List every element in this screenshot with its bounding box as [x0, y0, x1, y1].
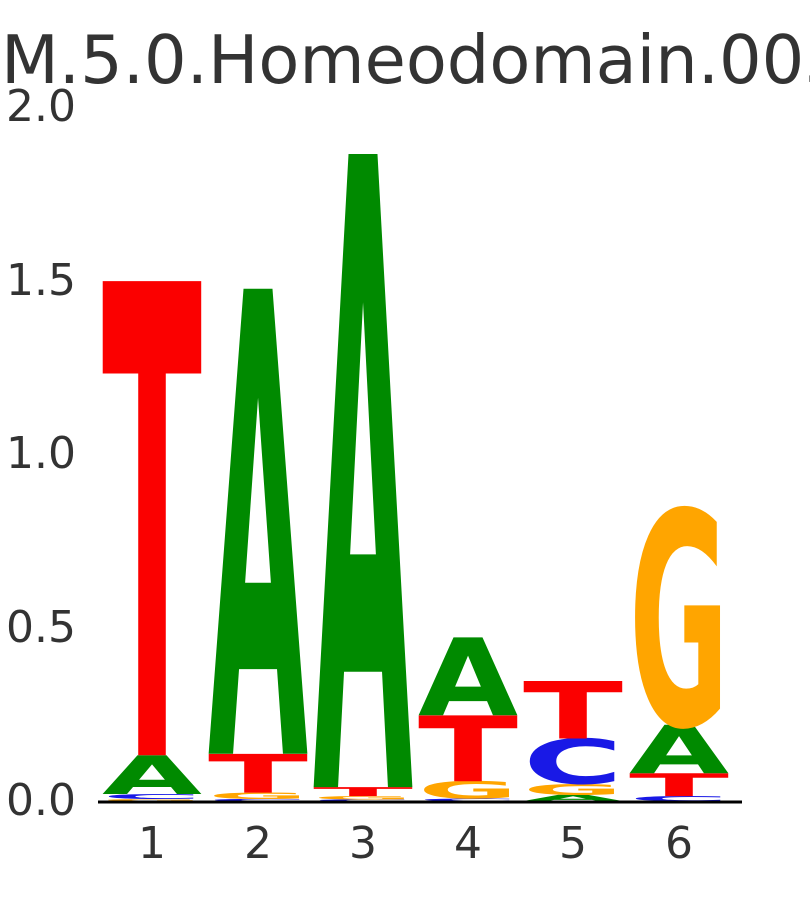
- logo-letter-A-pos2: A: [208, 161, 309, 810]
- x-tick-label-2: 2: [244, 818, 272, 869]
- logo-letter-A-pos3: A: [313, 106, 414, 810]
- y-tick-label-1.0: 1.0: [6, 428, 76, 479]
- logo-letter-C-pos1: C: [102, 793, 202, 801]
- y-tick-label-1.5: 1.5: [6, 254, 76, 306]
- x-axis-line: [98, 800, 742, 804]
- x-tick-label-4: 4: [454, 818, 482, 869]
- x-tick-label-3: 3: [349, 818, 377, 869]
- figure-title: M.5.0.Homeodomain.005: [1, 21, 810, 99]
- x-tick-label-6: 6: [665, 818, 693, 869]
- y-tick-label-0.0: 0.0: [6, 775, 76, 826]
- logo-letter-A-pos6: A: [629, 712, 729, 790]
- logo-letter-G-pos6: G: [629, 451, 729, 794]
- logo-letter-T-pos1: T: [102, 151, 203, 810]
- logo-letter-G-pos3: G: [313, 795, 413, 800]
- logo-letter-T-pos3: T: [313, 785, 414, 799]
- y-tick-label-0.5: 0.5: [6, 601, 76, 653]
- logo-letter-A-pos5: A: [523, 793, 623, 803]
- logo-letter-T-pos2: T: [208, 743, 309, 805]
- logo-letter-G-pos2: G: [208, 791, 308, 801]
- logo-letter-A-pos1: A: [102, 745, 202, 807]
- logo-letter-C-pos3: C: [313, 799, 413, 802]
- logo-letter-T-pos4: T: [418, 699, 518, 803]
- logo-letter-G-pos4: G: [418, 777, 518, 804]
- x-tick-label-1: 1: [138, 818, 166, 869]
- logo-letter-G-pos5: G: [523, 781, 623, 799]
- logo-letter-A-pos4: A: [418, 617, 518, 741]
- logo-letter-C-pos5: C: [523, 726, 623, 798]
- logo-letter-T-pos6: T: [629, 767, 730, 803]
- logo-letter-C-pos2: C: [208, 798, 308, 801]
- logo-letter-C-pos6: C: [629, 795, 729, 803]
- logo-letter-G-pos1: G: [102, 798, 202, 801]
- logo-letter-C-pos4: C: [418, 798, 518, 802]
- x-tick-label-5: 5: [559, 818, 587, 869]
- y-tick-label-2.0: 2.0: [6, 81, 76, 132]
- logo-letter-T-pos5: T: [523, 666, 623, 758]
